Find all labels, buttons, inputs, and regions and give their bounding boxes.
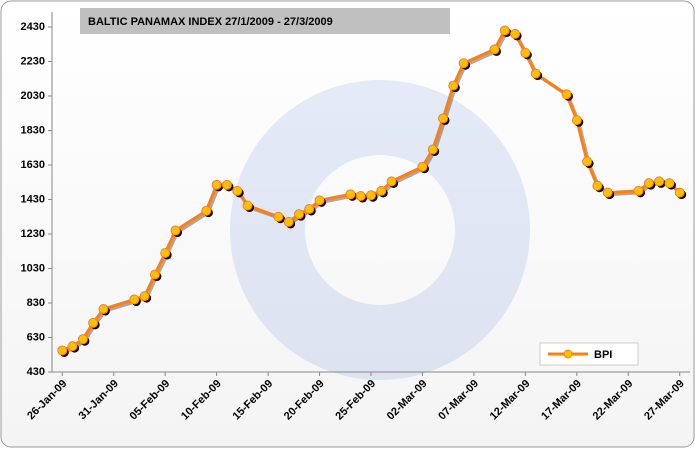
- marker: [293, 209, 304, 220]
- y-tick-label: 1630: [21, 159, 45, 171]
- marker: [438, 113, 449, 124]
- marker: [674, 187, 685, 198]
- marker: [345, 189, 356, 200]
- marker: [221, 179, 232, 190]
- marker: [283, 216, 294, 227]
- marker: [448, 80, 459, 91]
- legend-label: BPI: [594, 349, 612, 361]
- marker: [211, 179, 222, 190]
- marker: [386, 176, 397, 187]
- marker: [417, 161, 428, 172]
- marker: [67, 341, 78, 352]
- chart-title: BALTIC PANAMAX INDEX 27/1/2009 - 27/3/20…: [88, 16, 333, 28]
- marker: [170, 225, 181, 236]
- marker: [654, 176, 665, 187]
- y-tick-label: 1430: [21, 193, 45, 205]
- marker: [582, 156, 593, 167]
- marker: [499, 25, 510, 36]
- marker: [561, 89, 572, 100]
- marker: [232, 185, 243, 196]
- marker: [592, 180, 603, 191]
- marker: [77, 334, 88, 345]
- marker: [129, 294, 140, 305]
- marker: [633, 185, 644, 196]
- marker: [88, 317, 99, 328]
- marker: [314, 195, 325, 206]
- marker: [510, 28, 521, 39]
- marker: [160, 247, 171, 258]
- watermark: [230, 80, 530, 380]
- marker: [489, 44, 500, 55]
- marker: [149, 269, 160, 280]
- marker: [571, 115, 582, 126]
- y-tick-label: 430: [27, 366, 45, 378]
- marker: [139, 291, 150, 302]
- marker: [242, 200, 253, 211]
- legend-box: [539, 342, 639, 366]
- marker: [355, 191, 366, 202]
- y-tick-label: 2230: [21, 55, 45, 67]
- title-box: [80, 8, 450, 34]
- y-tick-label: 830: [27, 297, 45, 309]
- marker: [602, 187, 613, 198]
- marker: [520, 47, 531, 58]
- marker: [458, 58, 469, 69]
- marker: [366, 190, 376, 201]
- y-tick-label: 2430: [21, 21, 45, 33]
- y-tick-label: 1030: [21, 262, 45, 274]
- marker: [530, 68, 541, 79]
- marker: [664, 178, 675, 189]
- y-tick-label: 1230: [21, 228, 45, 240]
- marker: [376, 185, 387, 196]
- marker: [643, 178, 654, 189]
- marker: [304, 203, 315, 214]
- marker: [98, 304, 109, 315]
- y-tick-label: 1830: [21, 124, 45, 136]
- marker: [57, 345, 68, 356]
- y-tick-label: 630: [27, 331, 45, 343]
- legend-marker: [563, 349, 573, 359]
- marker: [427, 144, 438, 155]
- marker: [273, 211, 284, 222]
- marker: [201, 205, 212, 216]
- y-tick-label: 2030: [21, 90, 45, 102]
